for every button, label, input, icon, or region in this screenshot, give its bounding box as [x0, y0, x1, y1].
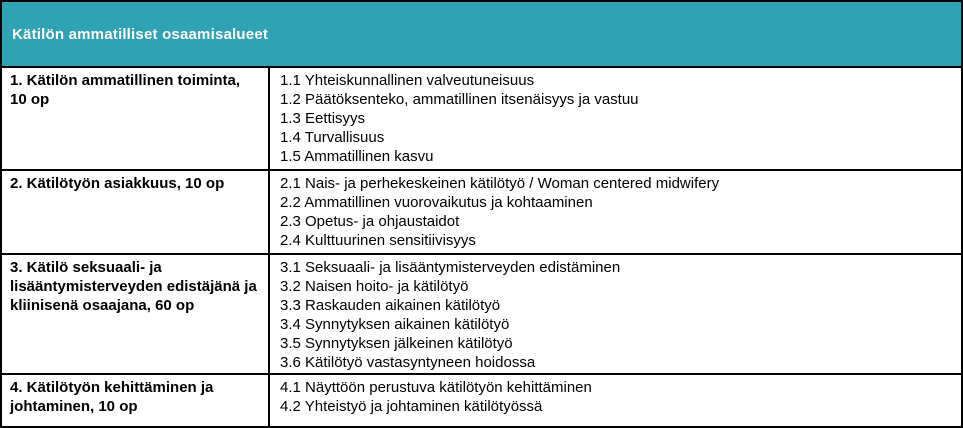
area-title-cell: 1. Kätilön ammatillinen toiminta, 10 op	[2, 68, 270, 169]
area-title-cell: 3. Kätilö seksuaali- ja lisääntymisterve…	[2, 255, 270, 373]
table-header: Kätilön ammatilliset osaamisalueet	[2, 2, 961, 68]
competency-item: 3.5 Synnytyksen jälkeinen kätilötyö	[280, 335, 513, 352]
competency-item: 3.2 Naisen hoito- ja kätilötyö	[280, 278, 469, 295]
table-title: Kätilön ammatilliset osaamisalueet	[12, 25, 269, 43]
competency-item: 1.4 Turvallisuus	[280, 129, 385, 146]
competency-list: 1.1 Yhteiskunnallinen valveutuneisuus 1.…	[270, 68, 961, 169]
area-title-cell: 2. Kätilötyön asiakkuus, 10 op	[2, 171, 270, 253]
competency-item: 4.1 Näyttöön perustuva kätilötyön kehitt…	[280, 379, 592, 396]
competency-item: 3.1 Seksuaali- ja lisääntymisterveyden e…	[280, 259, 621, 276]
competency-item: 2.3 Opetus- ja ohjaustaidot	[280, 213, 460, 230]
competency-item: 1.3 Eettisyys	[280, 110, 366, 127]
competency-item: 1.1 Yhteiskunnallinen valveutuneisuus	[280, 72, 535, 89]
table-row: 2. Kätilötyön asiakkuus, 10 op 2.1 Nais-…	[2, 171, 961, 255]
competency-list: 3.1 Seksuaali- ja lisääntymisterveyden e…	[270, 255, 961, 373]
competency-item: 3.6 Kätilötyö vastasyntyneen hoidossa	[280, 354, 536, 371]
competency-item: 4.2 Yhteistyö ja johtaminen kätilötyössä	[280, 398, 543, 415]
competency-item: 3.3 Raskauden aikainen kätilötyö	[280, 297, 501, 314]
table-row: 4. Kätilötyön kehittäminen ja johtaminen…	[2, 375, 961, 426]
competency-item: 2.1 Nais- ja perhekeskeinen kätilötyö / …	[280, 175, 720, 192]
competency-item: 1.5 Ammatillinen kasvu	[280, 148, 434, 165]
competency-list: 4.1 Näyttöön perustuva kätilötyön kehitt…	[270, 375, 961, 426]
competency-item: 2.4 Kulttuurinen sensitiivisyys	[280, 232, 476, 249]
competency-list: 2.1 Nais- ja perhekeskeinen kätilötyö / …	[270, 171, 961, 253]
competency-item: 2.2 Ammatillinen vuorovaikutus ja kohtaa…	[280, 194, 593, 211]
area-title-cell: 4. Kätilötyön kehittäminen ja johtaminen…	[2, 375, 270, 426]
competency-item: 1.2 Päätöksenteko, ammatillinen itsenäis…	[280, 91, 639, 108]
table-row: 3. Kätilö seksuaali- ja lisääntymisterve…	[2, 255, 961, 375]
competency-item: 3.4 Synnytyksen aikainen kätilötyö	[280, 316, 510, 333]
table-row: 1. Kätilön ammatillinen toiminta, 10 op …	[2, 68, 961, 171]
